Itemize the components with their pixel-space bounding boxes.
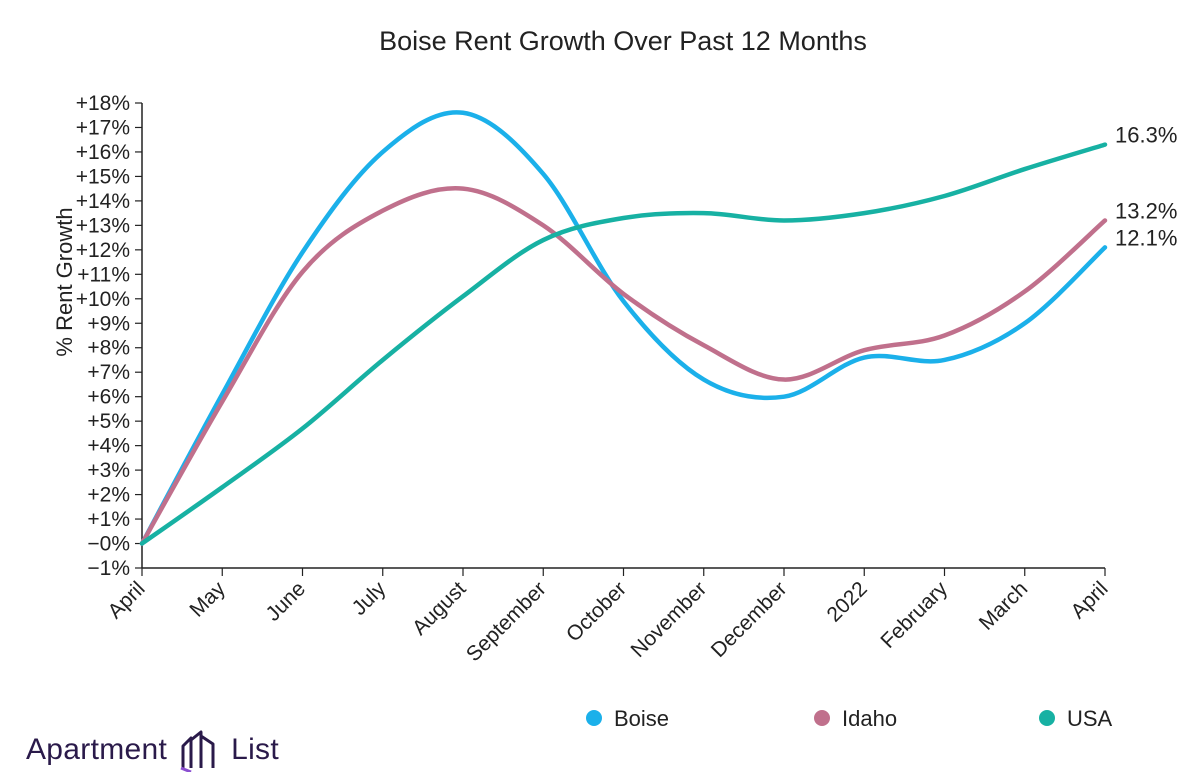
y-tick-label: +9% (87, 312, 130, 335)
axes (141, 103, 1105, 569)
x-tick-label: 2022 (822, 577, 871, 626)
y-tick-label: +7% (87, 361, 130, 384)
x-tick-label: December (707, 577, 792, 662)
x-tick-label: September (462, 577, 551, 666)
legend-label-usa: USA (1067, 706, 1113, 731)
y-tick-label: −1% (87, 557, 130, 580)
y-tick-label: +18% (76, 92, 130, 115)
y-tick-label: +17% (76, 116, 130, 139)
y-tick-label: +3% (87, 459, 130, 482)
x-tick-label: August (408, 577, 471, 640)
apartment-list-logo-icon (180, 730, 215, 772)
brand-name-left: Apartment (26, 733, 168, 766)
y-tick-label: +4% (87, 435, 130, 458)
x-tick-label: April (1067, 577, 1113, 623)
x-tick-label: October (562, 577, 631, 646)
legend-label-idaho: Idaho (842, 706, 897, 731)
x-tick-label: May (185, 577, 230, 622)
x-tick-label: February (876, 577, 952, 653)
x-tick-label: July (348, 577, 391, 620)
series-line-usa (139, 142, 1108, 546)
legend-label-boise: Boise (614, 706, 669, 731)
end-labels: 12.1%13.2% 16.3% (1115, 123, 1177, 251)
x-tick-label: April (104, 577, 150, 623)
brand-logo: Apartment List (26, 728, 279, 772)
x-tick-label: June (262, 577, 310, 625)
y-tick-label: +14% (76, 190, 130, 213)
y-tick-label: +16% (76, 141, 130, 164)
legend-marker-usa (1039, 710, 1055, 726)
y-tick-label: +5% (87, 410, 130, 433)
y-tick-label: +15% (76, 165, 130, 188)
end-label-usa: 16.3% (1115, 123, 1177, 148)
y-tick-label: +13% (76, 214, 130, 237)
y-tick-label: +1% (87, 508, 130, 531)
y-axis-ticks: −1%−0%+1%+2%+3%+4%+5%+6%+7%+8%+9%+10%+11… (76, 92, 142, 580)
series-line-idaho (139, 186, 1108, 546)
y-tick-label: +11% (77, 263, 130, 286)
brand-name-right: List (231, 733, 279, 766)
y-tick-label: +8% (87, 337, 130, 360)
end-label-boise: 12.1% (1115, 225, 1177, 250)
x-tick-label: November (627, 577, 712, 662)
chart-title: Boise Rent Growth Over Past 12 Months (379, 26, 867, 56)
legend-marker-boise (586, 710, 602, 726)
y-tick-label: +6% (87, 386, 130, 409)
y-tick-label: +12% (76, 239, 130, 262)
y-tick-label: +2% (87, 484, 130, 507)
y-tick-label: +10% (76, 288, 130, 311)
x-tick-label: March (975, 577, 1033, 635)
y-axis-label: % Rent Growth (52, 207, 77, 356)
legend: Boise Idaho USA (586, 706, 1113, 731)
series-lines (139, 110, 1108, 546)
end-label-idaho: 13.2% (1115, 198, 1177, 223)
y-tick-label: −0% (87, 533, 130, 556)
series-line-boise (139, 110, 1108, 546)
legend-marker-idaho (814, 710, 830, 726)
